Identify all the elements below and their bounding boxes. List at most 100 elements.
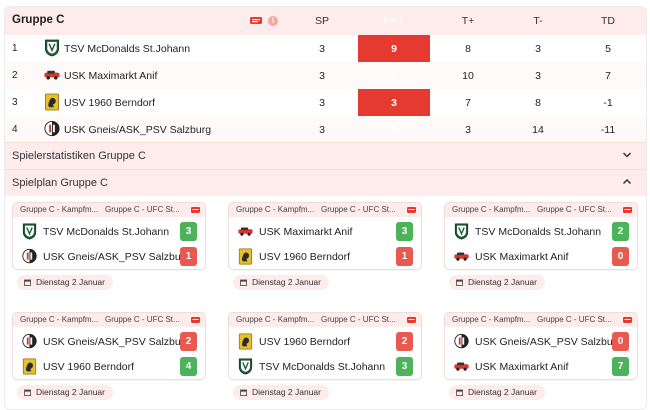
match-competition: Gruppe C - Kampfm... bbox=[452, 315, 531, 324]
match-card-header: Gruppe C - Kampfm... Gruppe C - UFC St..… bbox=[13, 313, 205, 327]
calendar-icon bbox=[456, 279, 463, 286]
team-name[interactable]: USV 1960 Berndorf bbox=[259, 336, 351, 348]
rank: 2 bbox=[12, 70, 18, 81]
league-logo-icon bbox=[407, 207, 416, 213]
team-name[interactable]: TSV McDonalds St.Johann bbox=[259, 361, 386, 373]
info-icon[interactable]: i bbox=[268, 16, 278, 26]
team-name[interactable]: USV 1960 Berndorf bbox=[43, 361, 135, 373]
team-name[interactable]: USK Gneis/ASK_PSV Salzburg bbox=[64, 124, 212, 136]
yellow-bear-crest-icon bbox=[238, 333, 253, 350]
column-header-tminus: T- bbox=[533, 15, 543, 27]
group-title: Gruppe C bbox=[12, 14, 65, 26]
match-competition: Gruppe C - Kampfm... bbox=[20, 315, 99, 324]
standings-header: Gruppe C i SP PKT T+ T- TD bbox=[5, 7, 646, 35]
player-stats-section-toggle[interactable]: Spielerstatistiken Gruppe C bbox=[5, 142, 646, 169]
team-name[interactable]: USK Maximarkt Anif bbox=[475, 251, 569, 263]
match-venue: Gruppe C - UFC St... bbox=[537, 315, 612, 324]
league-logo-icon bbox=[407, 317, 416, 323]
goal-difference: -11 bbox=[600, 124, 616, 136]
red-car-crest-icon bbox=[44, 70, 60, 80]
black-white-round-crest-icon bbox=[22, 333, 37, 349]
team-name[interactable]: USK Gneis/ASK_PSV Salzburg bbox=[43, 336, 191, 348]
team-name[interactable]: USK Gneis/ASK_PSV Salzburg bbox=[475, 336, 623, 348]
team-name[interactable]: USV 1960 Berndorf bbox=[259, 251, 351, 263]
calendar-icon bbox=[24, 389, 31, 396]
match-card[interactable]: Gruppe C - Kampfm... Gruppe C - UFC St..… bbox=[12, 202, 206, 270]
away-team: USK Maximarkt Anif 7 bbox=[445, 355, 637, 379]
league-logo-icon bbox=[191, 317, 200, 323]
match-card-header: Gruppe C - Kampfm... Gruppe C - UFC St..… bbox=[445, 313, 637, 327]
match-date-text: Dienstag 2 Januar bbox=[252, 387, 321, 397]
away-team: TSV McDonalds St.Johann 3 bbox=[229, 355, 421, 379]
match-venue: Gruppe C - UFC St... bbox=[321, 315, 396, 324]
rank: 3 bbox=[12, 97, 18, 108]
goals-against: 3 bbox=[535, 70, 541, 82]
schedule-section-toggle[interactable]: Spielplan Gruppe C bbox=[5, 169, 646, 196]
black-white-round-crest-icon bbox=[44, 120, 60, 137]
table-row[interactable]: 1 TSV McDonalds St.Johann 3 9 8 3 5 bbox=[5, 35, 646, 62]
score-badge: 2 bbox=[180, 332, 197, 351]
home-team: USK Maximarkt Anif 3 bbox=[229, 220, 421, 244]
team-name[interactable]: USK Maximarkt Anif bbox=[475, 361, 569, 373]
games-played: 3 bbox=[319, 43, 325, 55]
team-name[interactable]: TSV McDonalds St.Johann bbox=[43, 226, 170, 238]
match-card[interactable]: Gruppe C - Kampfm... Gruppe C - UFC St..… bbox=[444, 312, 638, 380]
match-card[interactable]: Gruppe C - Kampfm... Gruppe C - UFC St..… bbox=[444, 202, 638, 270]
home-team: USK Gneis/ASK_PSV Salzburg 2 bbox=[13, 330, 205, 354]
calendar-icon bbox=[240, 389, 247, 396]
chevron-up-icon[interactable] bbox=[622, 177, 632, 187]
column-header-sp: SP bbox=[314, 15, 329, 27]
team-name[interactable]: USK Maximarkt Anif bbox=[64, 70, 158, 82]
score-badge: 3 bbox=[180, 222, 197, 241]
match-date: Dienstag 2 Januar bbox=[449, 385, 545, 400]
away-team: USV 1960 Berndorf 4 bbox=[13, 355, 205, 379]
match-date: Dienstag 2 Januar bbox=[449, 275, 545, 290]
score-badge: 1 bbox=[396, 247, 413, 266]
calendar-icon bbox=[456, 389, 463, 396]
goals-against: 14 bbox=[532, 124, 544, 136]
team-name[interactable]: USK Gneis/ASK_PSV Salzburg bbox=[43, 251, 191, 263]
yellow-bear-crest-icon bbox=[22, 358, 37, 375]
match-venue: Gruppe C - UFC St... bbox=[105, 315, 180, 324]
red-car-crest-icon bbox=[454, 252, 469, 261]
match-venue: Gruppe C - UFC St... bbox=[321, 205, 396, 214]
table-row[interactable]: 2 USK Maximarkt Anif 3 6 10 3 7 bbox=[5, 62, 646, 89]
team-name[interactable]: TSV McDonalds St.Johann bbox=[64, 43, 191, 55]
table-row[interactable]: 4 USK Gneis/ASK_PSV Salzburg 3 0 3 14 -1… bbox=[5, 116, 646, 143]
match-card-header: Gruppe C - Kampfm... Gruppe C - UFC St..… bbox=[13, 203, 205, 217]
team-name[interactable]: USV 1960 Berndorf bbox=[64, 97, 156, 109]
match-card[interactable]: Gruppe C - Kampfm... Gruppe C - UFC St..… bbox=[228, 312, 422, 380]
match-card[interactable]: Gruppe C - Kampfm... Gruppe C - UFC St..… bbox=[228, 202, 422, 270]
team-name[interactable]: USK Maximarkt Anif bbox=[259, 226, 353, 238]
rank: 4 bbox=[12, 124, 18, 135]
away-team: USK Gneis/ASK_PSV Salzburg 1 bbox=[13, 245, 205, 269]
points: 9 bbox=[391, 43, 397, 55]
match-card[interactable]: Gruppe C - Kampfm... Gruppe C - UFC St..… bbox=[12, 312, 206, 380]
match-date: Dienstag 2 Januar bbox=[233, 275, 329, 290]
table-row[interactable]: 3 USV 1960 Berndorf 3 3 7 8 -1 bbox=[5, 89, 646, 116]
red-car-crest-icon bbox=[238, 227, 253, 236]
match-card-header: Gruppe C - Kampfm... Gruppe C - UFC St..… bbox=[229, 203, 421, 217]
points: 0 bbox=[391, 124, 397, 136]
home-team: USK Gneis/ASK_PSV Salzburg 0 bbox=[445, 330, 637, 354]
match-date-text: Dienstag 2 Januar bbox=[468, 277, 537, 287]
goals-against: 8 bbox=[535, 97, 541, 109]
away-team: USK Maximarkt Anif 0 bbox=[445, 245, 637, 269]
score-badge: 1 bbox=[180, 247, 197, 266]
chevron-down-icon[interactable] bbox=[622, 150, 632, 160]
column-header-pkt: PKT bbox=[383, 15, 405, 27]
green-shield-crest-icon bbox=[454, 223, 469, 240]
yellow-bear-crest-icon bbox=[44, 93, 60, 111]
goals-for: 7 bbox=[465, 97, 471, 109]
calendar-icon bbox=[240, 279, 247, 286]
games-played: 3 bbox=[319, 124, 325, 136]
match-competition: Gruppe C - Kampfm... bbox=[236, 315, 315, 324]
match-date: Dienstag 2 Januar bbox=[17, 275, 113, 290]
games-played: 3 bbox=[319, 70, 325, 82]
match-competition: Gruppe C - Kampfm... bbox=[452, 205, 531, 214]
green-shield-crest-icon bbox=[22, 223, 37, 240]
score-badge: 2 bbox=[396, 332, 413, 351]
column-header-td: TD bbox=[601, 15, 615, 27]
match-card-header: Gruppe C - Kampfm... Gruppe C - UFC St..… bbox=[229, 313, 421, 327]
team-name[interactable]: TSV McDonalds St.Johann bbox=[475, 226, 602, 238]
